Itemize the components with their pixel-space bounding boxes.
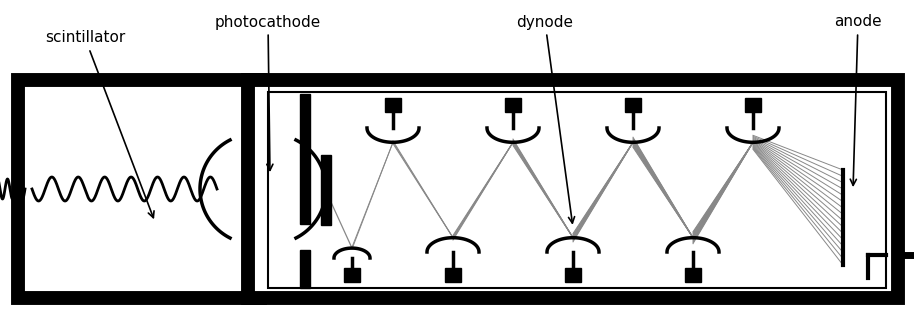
Bar (344, 268, 360, 282)
Bar (445, 268, 461, 282)
Bar (685, 268, 701, 282)
Text: dynode: dynode (516, 15, 575, 223)
Bar (248, 80, 898, 298)
Bar (385, 98, 401, 112)
Bar (18, 80, 260, 298)
Bar (300, 250, 310, 288)
Bar (321, 155, 331, 225)
Bar (565, 268, 581, 282)
Text: scintillator: scintillator (45, 30, 154, 218)
Text: photocathode: photocathode (215, 15, 321, 170)
Text: anode: anode (834, 15, 882, 185)
Bar (300, 94, 310, 224)
Bar (268, 92, 886, 288)
Bar (745, 98, 761, 112)
Bar (625, 98, 641, 112)
Bar (505, 98, 521, 112)
